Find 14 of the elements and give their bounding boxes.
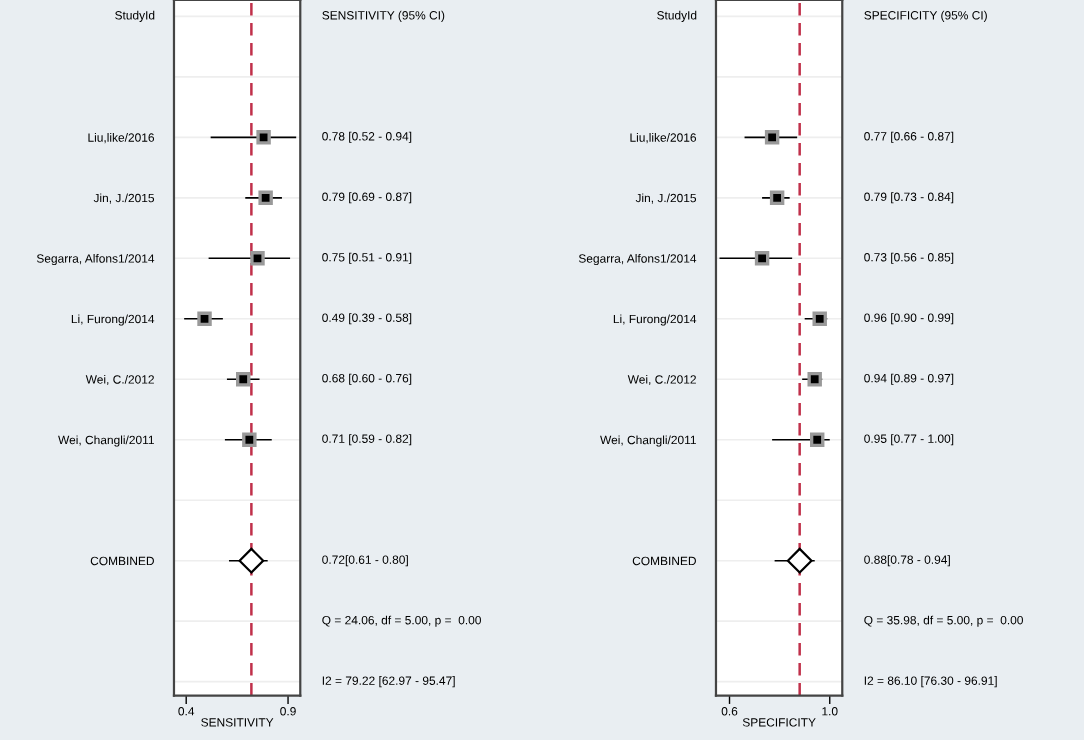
point — [258, 190, 273, 206]
point — [769, 190, 785, 206]
point — [256, 130, 271, 145]
point — [786, 547, 813, 574]
point — [242, 432, 257, 447]
point — [812, 311, 827, 326]
point — [236, 372, 251, 387]
point — [809, 432, 825, 447]
point — [764, 130, 780, 145]
point — [754, 251, 770, 266]
point — [238, 547, 265, 574]
point — [197, 311, 212, 326]
point — [807, 372, 822, 387]
point — [250, 251, 265, 266]
